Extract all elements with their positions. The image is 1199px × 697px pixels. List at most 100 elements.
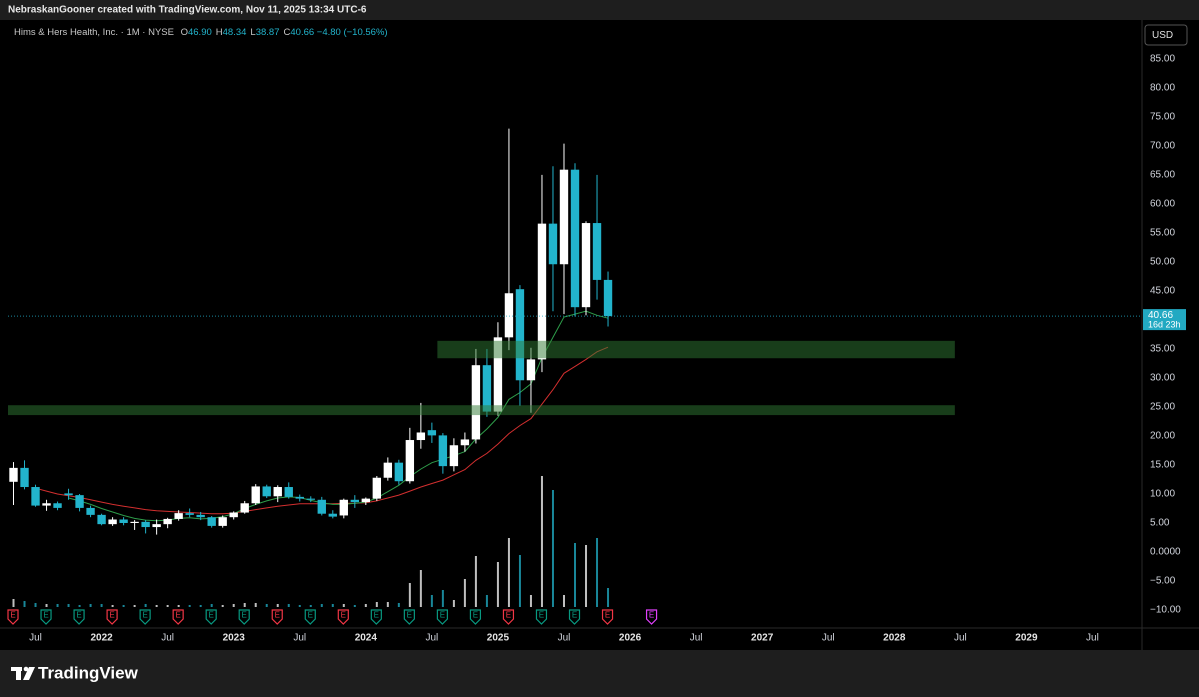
earnings-label: E — [649, 611, 654, 620]
footer-bar — [0, 650, 1199, 697]
volume-bar — [155, 605, 158, 607]
candle-body — [163, 518, 172, 525]
volume-bar — [111, 605, 114, 607]
earnings-icon[interactable] — [645, 609, 658, 625]
ohlc-key: C — [283, 27, 291, 38]
volume-bar — [133, 605, 136, 607]
volume-bar — [67, 604, 70, 607]
earnings-icon[interactable] — [502, 609, 515, 625]
ohlc-value: 46.90 — [187, 27, 212, 38]
volume-bar — [596, 538, 599, 607]
volume-bar — [452, 600, 455, 607]
volume-bar — [386, 602, 389, 607]
earnings-icon[interactable] — [271, 609, 283, 625]
candle-body — [97, 514, 106, 525]
candle-body — [284, 487, 293, 497]
x-tick-label: Jul — [558, 633, 571, 644]
earnings-icon[interactable] — [238, 609, 250, 625]
candle-body — [328, 513, 337, 517]
candle-body — [482, 365, 492, 412]
earnings-label: E — [506, 611, 511, 620]
candle-body — [31, 487, 40, 506]
volume-bar — [485, 595, 488, 607]
earnings-label: E — [43, 611, 48, 620]
earnings-icon[interactable] — [469, 609, 482, 625]
ohlc-value: 48.34 — [222, 27, 247, 38]
y-tick-label: 60.00 — [1150, 199, 1175, 210]
earnings-icon[interactable] — [568, 609, 581, 625]
volume-bar — [574, 543, 576, 607]
earnings-label: E — [76, 611, 81, 620]
earnings-icon[interactable] — [601, 609, 614, 625]
volume-bar — [397, 603, 400, 607]
volume-bar — [496, 562, 499, 607]
y-tick-label: 75.00 — [1150, 112, 1175, 123]
earnings-icon[interactable] — [436, 609, 448, 625]
earnings-icon[interactable] — [172, 609, 184, 625]
earnings-icon[interactable] — [205, 609, 217, 625]
ma-line — [68, 310, 609, 522]
logo-part — [16, 667, 21, 680]
earnings-label: E — [473, 611, 478, 620]
earnings-label: E — [440, 611, 445, 620]
earnings-icon[interactable] — [40, 609, 52, 625]
earnings-label: E — [109, 611, 114, 620]
x-tick-label: 2025 — [487, 633, 510, 644]
candle-body — [273, 487, 282, 497]
earnings-icon[interactable] — [106, 609, 118, 625]
earnings-icon[interactable] — [7, 609, 19, 625]
candle-body — [240, 503, 249, 513]
volume-bar — [199, 605, 202, 607]
x-tick-label: 2023 — [223, 633, 246, 644]
ohlc-key: L — [250, 27, 256, 38]
candle-body — [152, 524, 161, 528]
earnings-icon[interactable] — [304, 609, 316, 625]
earnings-label: E — [407, 611, 412, 620]
candle-body — [438, 435, 448, 467]
last-price-label: 40.66 — [1148, 310, 1173, 321]
earnings-icon[interactable] — [370, 609, 382, 625]
volume-bar — [518, 555, 521, 607]
earnings-icon[interactable] — [403, 609, 415, 625]
earnings-label: E — [605, 611, 610, 620]
earnings-label: E — [275, 611, 280, 620]
x-tick-label: Jul — [822, 633, 835, 644]
volume-bar — [408, 583, 411, 607]
volume-bar — [177, 605, 180, 607]
volume-bar — [474, 556, 477, 607]
earnings-label: E — [374, 611, 379, 620]
earnings-icon[interactable] — [73, 609, 85, 625]
candle-body — [174, 513, 183, 519]
candle-body — [471, 365, 481, 440]
y-tick-label: 85.00 — [1150, 54, 1175, 65]
volume-bar — [254, 603, 257, 607]
y-tick-label: 55.00 — [1150, 228, 1175, 239]
volume-bar — [551, 490, 554, 607]
earnings-icon[interactable] — [337, 609, 349, 625]
candle-body — [570, 169, 580, 308]
candle-body — [350, 499, 359, 503]
y-tick-label: 0.0000 — [1150, 547, 1181, 558]
candle-body — [130, 521, 139, 523]
candle-body — [493, 337, 503, 412]
candle-body — [20, 467, 29, 488]
volume-bar — [331, 604, 334, 607]
candle-body — [559, 169, 569, 265]
candle-body — [339, 499, 348, 516]
candle-body — [515, 289, 525, 381]
y-tick-label: 30.00 — [1150, 373, 1175, 384]
volume-bar — [342, 604, 345, 607]
earnings-icon[interactable] — [535, 609, 548, 625]
volume-bar — [364, 604, 367, 607]
earnings-label: E — [209, 611, 214, 620]
legend: Hims & Hers Health, Inc. · 1M · NYSE O46… — [14, 27, 388, 38]
candle-body — [427, 430, 437, 436]
earnings-icon[interactable] — [139, 609, 151, 625]
volume-bar — [210, 604, 213, 607]
logo-part — [23, 666, 29, 672]
x-tick-label: Jul — [425, 633, 438, 644]
y-tick-label: 80.00 — [1150, 83, 1175, 94]
currency-box[interactable] — [1144, 24, 1188, 46]
volume-bar — [243, 603, 246, 607]
